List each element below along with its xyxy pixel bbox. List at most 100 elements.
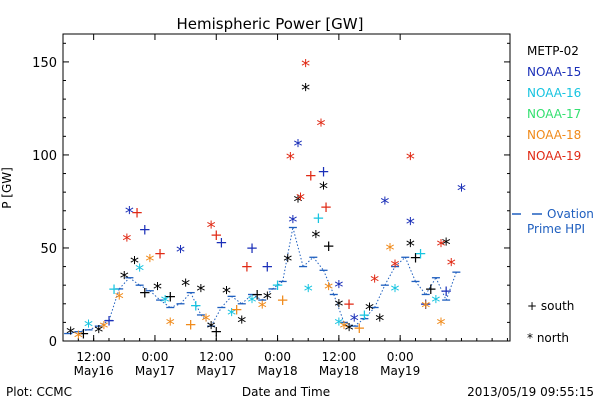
data-point-noaa-18: * [145, 251, 154, 272]
plot-frame [62, 33, 511, 342]
ovation-segment [129, 277, 140, 286]
data-point-noaa-18: + [184, 315, 197, 333]
data-point-noaa-18: * [166, 314, 175, 335]
x-tick-date-label: May19 [380, 364, 420, 378]
data-point-noaa-15: * [125, 203, 134, 224]
data-point-metp-02: + [77, 325, 90, 343]
data-point-noaa-15: * [334, 277, 343, 298]
ovation-segment [404, 257, 416, 282]
legend-entry-noaa-19: NOAA-19 [527, 149, 581, 163]
data-point-metp-02: * [237, 313, 246, 334]
data-point-noaa-18: * [421, 298, 430, 319]
ovation-segment [364, 307, 375, 320]
data-point-noaa-18: + [353, 319, 366, 337]
chart-title: Hemispheric Power [GW] [177, 15, 364, 33]
data-point-metp-02: * [130, 253, 139, 274]
data-point-noaa-19: + [154, 245, 167, 263]
data-point-noaa-15: + [261, 258, 274, 276]
data-point-metp-02: + [251, 285, 264, 303]
x-tick-time-label: 12:00 [199, 350, 234, 364]
y-tick-label: 50 [40, 242, 57, 257]
ovation-segment [210, 307, 222, 327]
data-point-noaa-16: * [84, 316, 93, 337]
y-axis-label: P [GW] [0, 167, 14, 209]
ovation-segment [312, 256, 324, 271]
ovation-segment [374, 284, 386, 308]
ovation-segment [333, 294, 345, 323]
data-point-noaa-19: + [210, 226, 223, 244]
ovation-segment [445, 271, 457, 301]
ovation-segment [220, 296, 232, 308]
ovation-segment [384, 266, 396, 286]
footer-credit: Plot: CCMC [6, 385, 72, 399]
x-tick-date-label: May17 [196, 364, 236, 378]
y-tick-label: 100 [32, 149, 57, 164]
data-point-noaa-15: + [138, 220, 151, 238]
data-point-noaa-15: * [288, 212, 297, 233]
ovation-legend: Ovation Prime HPI [512, 207, 594, 236]
data-point-metp-02: + [164, 287, 177, 305]
data-point-noaa-16: + [108, 280, 121, 298]
data-point-noaa-19: + [241, 258, 254, 276]
x-tick-date-label: May17 [135, 364, 175, 378]
data-point-noaa-15: * [457, 180, 466, 201]
data-point-noaa-15: * [350, 311, 359, 332]
ovation-segment [200, 314, 212, 327]
data-point-noaa-18: * [339, 318, 348, 339]
data-point-noaa-15: + [103, 312, 116, 330]
ovation-legend-line1: Ovation [547, 207, 594, 221]
data-point-metp-02: + [425, 280, 438, 298]
data-point-noaa-19: * [370, 272, 379, 293]
ovation-segment [149, 290, 161, 301]
data-point-metp-02: * [293, 192, 302, 213]
data-point-noaa-18: * [324, 279, 333, 300]
south-marker-legend: + south [527, 299, 574, 313]
ovation-segment [118, 277, 130, 290]
data-point-noaa-18: * [202, 311, 211, 332]
data-point-metp-02: * [66, 324, 75, 345]
data-point-noaa-15: + [419, 295, 432, 313]
data-point-noaa-16: * [227, 305, 236, 326]
ovation-segment [231, 295, 243, 305]
data-point-metp-02: * [301, 80, 310, 101]
data-point-metp-02: * [222, 283, 231, 304]
ovation-segment [394, 256, 406, 267]
data-point-metp-02: + [210, 323, 223, 341]
data-point-metp-02: * [181, 275, 190, 296]
data-point-noaa-15: + [440, 282, 453, 300]
x-axis: 12:00May160:00May1712:00May170:00May1812… [74, 34, 508, 378]
data-point-noaa-16: + [358, 306, 371, 324]
data-point-metp-02: * [345, 320, 354, 341]
data-point-metp-02: + [322, 237, 335, 255]
data-point-noaa-19: * [207, 218, 216, 239]
data-point-noaa-18: + [276, 291, 289, 309]
data-point-noaa-15: * [380, 193, 389, 214]
data-point-noaa-16: + [271, 276, 284, 294]
data-point-noaa-16: + [190, 297, 203, 315]
data-point-metp-02: * [375, 311, 384, 332]
x-tick-time-label: 12:00 [76, 350, 111, 364]
ovation-segment [292, 227, 304, 267]
ovation-segment [282, 227, 294, 282]
legend-entry-noaa-15: NOAA-15 [527, 65, 581, 79]
data-point-noaa-18: * [74, 327, 83, 348]
data-point-noaa-16: * [391, 281, 400, 302]
data-point-noaa-15: * [176, 242, 185, 263]
data-point-noaa-19: + [320, 198, 333, 216]
ovation-segment [353, 318, 365, 327]
ovation-segment [272, 281, 283, 290]
data-point-noaa-19: * [437, 236, 446, 257]
legend: METP-02 NOAA-15 NOAA-16 NOAA-17 NOAA-18 NOAA-… [527, 44, 581, 163]
y-tick-label: 150 [32, 56, 57, 71]
data-point-noaa-19: * [122, 231, 131, 252]
data-markers: * + ***+ * +* **+**+ ******+*****++*+*+* + ++**+… [66, 56, 466, 349]
data-point-noaa-19: * [316, 115, 325, 136]
legend-entry-noaa-18: NOAA-18 [527, 128, 581, 142]
north-marker-legend: * north [527, 331, 569, 345]
data-point-metp-02: + [409, 248, 422, 266]
x-tick-time-label: 12:00 [322, 350, 357, 364]
data-point-noaa-19: * [301, 56, 310, 77]
data-point-noaa-16: * [334, 314, 343, 335]
ovation-prime-line [64, 226, 461, 335]
